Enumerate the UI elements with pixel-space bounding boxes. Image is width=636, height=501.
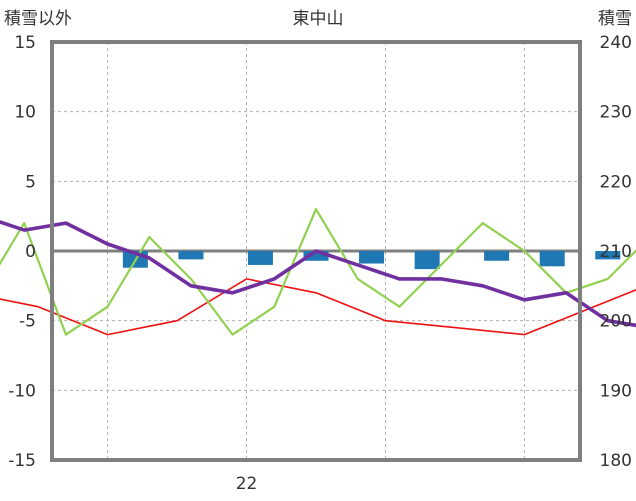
right-tick-label: 190 (600, 381, 632, 401)
left-tick-label: -5 (19, 312, 36, 332)
chart-title: 東中山 (293, 9, 344, 29)
snow-bar (484, 251, 510, 261)
right-tick-label: 210 (600, 242, 632, 262)
right-tick-label: 240 (600, 33, 632, 53)
snow-bar (178, 251, 204, 260)
snow-bar (595, 251, 621, 260)
snow-bar (247, 251, 273, 265)
series-lines (0, 208, 636, 336)
series-line-purple (0, 220, 636, 328)
right-tick-label: 230 (600, 103, 632, 123)
left-tick-label: 10 (14, 103, 36, 123)
right-axis-label: 積雪 (598, 9, 632, 29)
snow-bar (414, 251, 440, 270)
snow-bar (303, 251, 329, 261)
series-line-green (0, 208, 636, 336)
left-tick-label: 15 (14, 33, 36, 53)
right-tick-label: 180 (600, 451, 632, 471)
snow-bar (539, 251, 565, 267)
left-tick-label: -10 (8, 381, 36, 401)
right-tick-label: 220 (600, 172, 632, 192)
snow-bars (122, 251, 621, 270)
left-axis-label: 積雪以外 (4, 9, 72, 29)
plot-frame (50, 40, 582, 462)
left-tick-label: -15 (8, 451, 36, 471)
axes: 151050-5-10-1524023022021020019018026147… (8, 33, 632, 494)
series-line-red (0, 278, 636, 336)
left-tick-label: 0 (25, 242, 36, 262)
left-tick-label: 5 (25, 172, 36, 192)
x-tick-label: 22 (236, 474, 258, 494)
right-tick-label: 200 (600, 312, 632, 332)
snow-bar (359, 251, 385, 264)
